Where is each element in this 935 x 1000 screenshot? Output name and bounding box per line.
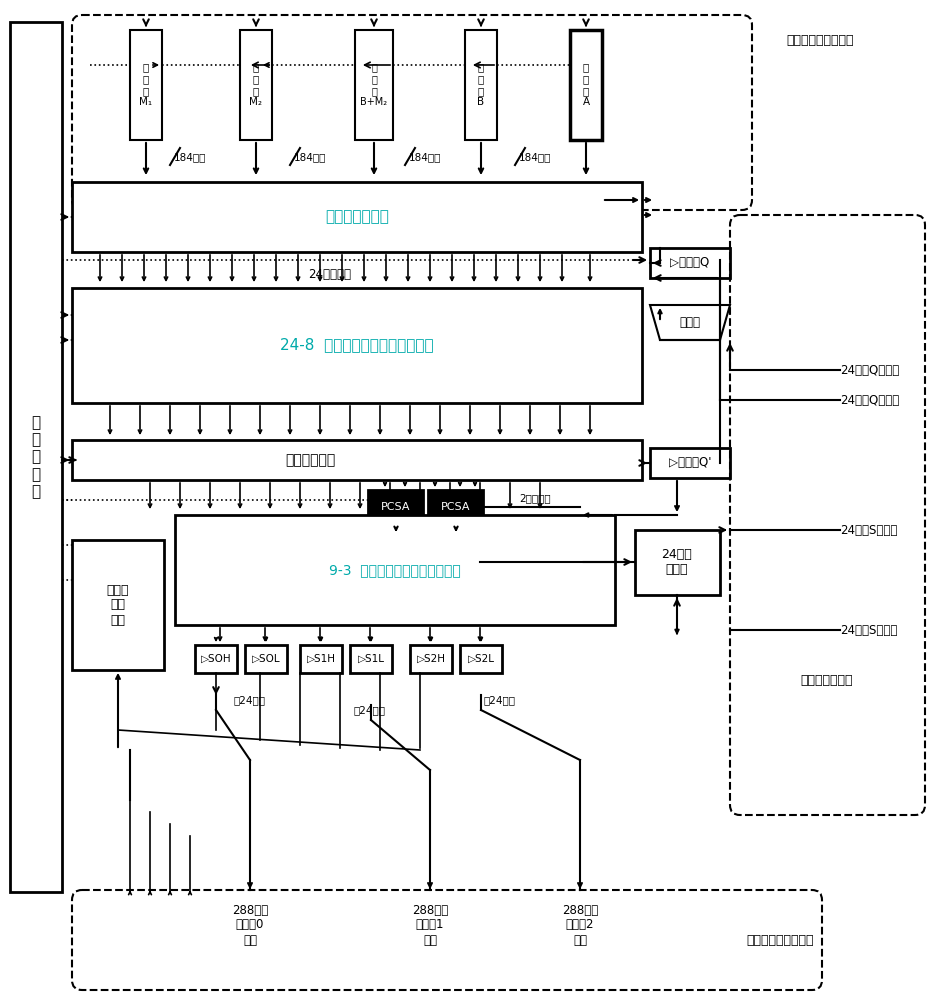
Text: 9-3  进位保存加法器压缩树电路: 9-3 进位保存加法器压缩树电路 — [329, 563, 461, 577]
FancyBboxPatch shape — [10, 22, 62, 892]
Text: 288比特
部分积0
输出: 288比特 部分积0 输出 — [232, 904, 268, 946]
FancyBboxPatch shape — [570, 30, 602, 140]
FancyBboxPatch shape — [465, 30, 497, 140]
FancyBboxPatch shape — [350, 645, 392, 673]
Text: ▷S1H: ▷S1H — [307, 654, 336, 664]
Text: 288比特
部分积1
输出: 288比特 部分积1 输出 — [412, 904, 448, 946]
FancyBboxPatch shape — [175, 515, 615, 625]
Text: 24比特
加法器: 24比特 加法器 — [662, 548, 693, 576]
Text: 模乘器结果输入信号: 模乘器结果输入信号 — [786, 33, 854, 46]
FancyBboxPatch shape — [240, 30, 272, 140]
Text: PCSA: PCSA — [381, 502, 410, 512]
Text: 时
序
控
制
器: 时 序 控 制 器 — [32, 415, 40, 499]
FancyBboxPatch shape — [635, 530, 720, 595]
FancyBboxPatch shape — [195, 645, 237, 673]
Text: ▷寄存器Q: ▷寄存器Q — [670, 256, 710, 269]
Text: ▷S2L: ▷S2L — [468, 654, 495, 664]
Text: 24比特Q值输入: 24比特Q值输入 — [840, 363, 899, 376]
Text: 24比特S值输出: 24比特S值输出 — [840, 524, 898, 536]
Text: ▷SOL: ▷SOL — [252, 654, 280, 664]
Text: PCSA: PCSA — [441, 502, 470, 512]
Text: 24比特Q值输出: 24比特Q值输出 — [840, 393, 899, 406]
Text: ▷S2H: ▷S2H — [416, 654, 445, 664]
Text: 24个部分积: 24个部分积 — [309, 268, 352, 282]
Text: 部分积产生电路: 部分积产生电路 — [325, 210, 389, 225]
Text: 288比特
部分积2
输出: 288比特 部分积2 输出 — [562, 904, 598, 946]
Text: ▷SOH: ▷SOH — [201, 654, 231, 664]
Text: ▷S1L: ▷S1L — [357, 654, 384, 664]
Text: 寄
存
器
M₁: 寄 存 器 M₁ — [139, 63, 152, 107]
FancyBboxPatch shape — [428, 490, 483, 525]
Text: 模乘器结果输出信号: 模乘器结果输出信号 — [746, 934, 813, 946]
FancyBboxPatch shape — [72, 288, 642, 403]
FancyBboxPatch shape — [355, 30, 393, 140]
Text: 模乘器扩展信号: 模乘器扩展信号 — [800, 674, 854, 686]
FancyBboxPatch shape — [460, 645, 502, 673]
FancyBboxPatch shape — [245, 645, 287, 673]
FancyBboxPatch shape — [300, 645, 342, 673]
FancyBboxPatch shape — [410, 645, 452, 673]
Text: 低24比特: 低24比特 — [234, 695, 266, 705]
FancyBboxPatch shape — [72, 182, 642, 252]
Text: 184比特: 184比特 — [409, 152, 441, 162]
Text: 复用器: 复用器 — [680, 316, 700, 328]
Text: 部分积
反馈
电路: 部分积 反馈 电路 — [107, 584, 129, 626]
Text: 2比特进位: 2比特进位 — [519, 493, 551, 503]
Text: 寄
存
器
B+M₂: 寄 存 器 B+M₂ — [360, 63, 388, 107]
FancyBboxPatch shape — [650, 448, 730, 478]
Text: 流水线寄存器: 流水线寄存器 — [285, 453, 335, 467]
Text: 寄
存
器
M₂: 寄 存 器 M₂ — [250, 63, 263, 107]
Text: 低24比特: 低24比特 — [484, 695, 516, 705]
Text: 寄
存
器
B: 寄 存 器 B — [478, 63, 484, 107]
Text: 184比特: 184比特 — [294, 152, 326, 162]
Text: 低24比特: 低24比特 — [354, 705, 386, 715]
Text: 184比特: 184比特 — [519, 152, 552, 162]
FancyBboxPatch shape — [368, 490, 423, 525]
Text: ▷寄存器Q': ▷寄存器Q' — [669, 456, 712, 470]
Text: 24-8  进位保存加法器压缩树电路: 24-8 进位保存加法器压缩树电路 — [280, 338, 434, 353]
Polygon shape — [650, 305, 730, 340]
Text: 184比特: 184比特 — [174, 152, 207, 162]
FancyBboxPatch shape — [130, 30, 162, 140]
FancyBboxPatch shape — [650, 248, 730, 278]
FancyBboxPatch shape — [72, 540, 164, 670]
Text: 24比特S值输入: 24比特S值输入 — [840, 624, 898, 637]
Text: 寄
存
器
A: 寄 存 器 A — [583, 63, 590, 107]
FancyBboxPatch shape — [72, 440, 642, 480]
